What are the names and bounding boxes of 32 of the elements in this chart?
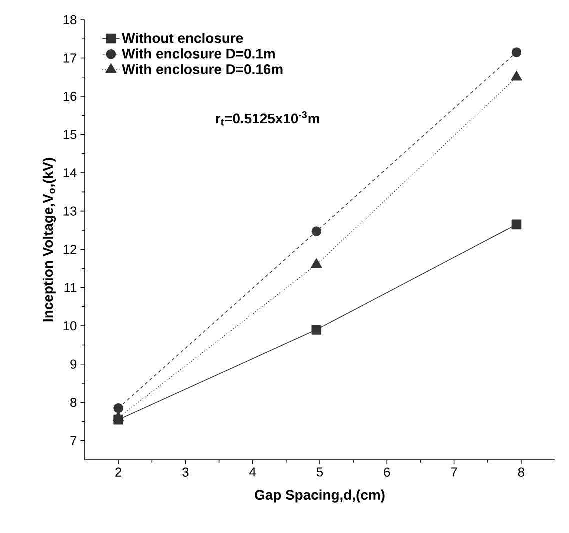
point — [114, 403, 124, 414]
point — [312, 226, 322, 236]
annotation: r$_{t}$=0.5125x10$^{-3}$m — [216, 112, 320, 126]
y-tick-label: 8 — [70, 398, 77, 408]
x-tick-label: 8 — [518, 468, 524, 477]
y-tick-label: 17 — [64, 54, 77, 63]
y-tick-label: 14 — [64, 168, 77, 178]
legend-label: Without enclosure — [122, 32, 244, 44]
point — [512, 48, 522, 58]
y-tick-label: 12 — [64, 245, 77, 254]
x-tick-label: 5 — [316, 468, 324, 477]
x-tick-label: 7 — [451, 468, 458, 477]
legend-label: With enclosure D=0.1m — [122, 48, 275, 59]
x-axis-title: Gap Spacing,d,(cm) — [255, 490, 385, 503]
y-tick-label: 7 — [70, 436, 77, 446]
y-tick-label: 18 — [64, 15, 77, 25]
y-tick-label: 11 — [64, 283, 77, 292]
y-tick-label: 16 — [64, 92, 77, 102]
y-axis-title: Inception Voltage,V$_{o}$,(kV) — [42, 158, 56, 322]
point — [512, 220, 522, 230]
x-tick-label: 3 — [182, 468, 189, 477]
y-tick-label: 10 — [64, 322, 77, 331]
point — [311, 258, 322, 268]
x-tick-label: 6 — [384, 468, 390, 477]
y-tick-label: 15 — [64, 130, 77, 140]
y-tick-label: 9 — [70, 360, 77, 369]
x-tick-label: 2 — [116, 468, 122, 477]
x-tick-label: 4 — [250, 468, 256, 477]
point — [312, 325, 322, 335]
y-tick-label: 13 — [64, 206, 77, 216]
point — [114, 414, 124, 425]
legend-label: With enclosure D=0.16m — [122, 64, 283, 74]
